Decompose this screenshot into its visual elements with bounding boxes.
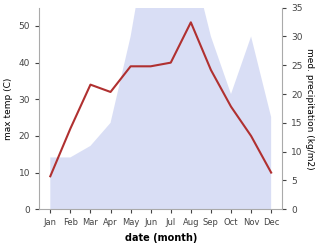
Y-axis label: med. precipitation (kg/m2): med. precipitation (kg/m2) xyxy=(305,48,314,169)
X-axis label: date (month): date (month) xyxy=(125,233,197,243)
Y-axis label: max temp (C): max temp (C) xyxy=(4,77,13,140)
